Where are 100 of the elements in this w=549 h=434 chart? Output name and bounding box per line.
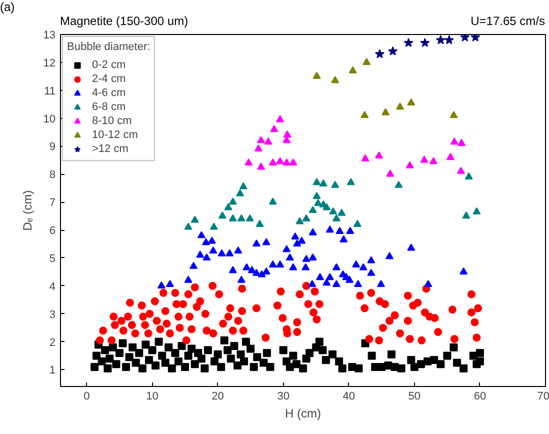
point bbox=[314, 198, 322, 206]
point bbox=[289, 263, 298, 270]
point bbox=[396, 102, 404, 110]
point bbox=[257, 162, 266, 170]
x-tick-label: 50 bbox=[408, 390, 421, 402]
point bbox=[444, 35, 454, 44]
point bbox=[458, 138, 466, 146]
y-axis-title: Dₑ (cm) bbox=[20, 190, 34, 231]
point bbox=[262, 238, 270, 246]
y-tick-label: 7 bbox=[49, 197, 56, 210]
point bbox=[424, 280, 432, 288]
point bbox=[420, 156, 428, 163]
point bbox=[268, 260, 277, 268]
point bbox=[237, 276, 246, 283]
point bbox=[308, 280, 316, 288]
point bbox=[254, 144, 262, 152]
y-tick-label: 12 bbox=[43, 57, 56, 70]
point bbox=[354, 280, 362, 288]
point bbox=[367, 268, 376, 276]
point bbox=[331, 76, 340, 84]
point bbox=[196, 250, 204, 258]
y-tick-label: 6 bbox=[49, 225, 56, 238]
point bbox=[218, 212, 226, 219]
point bbox=[246, 214, 254, 222]
point bbox=[308, 253, 317, 261]
legend-label: 2-4 cm bbox=[92, 72, 126, 86]
point bbox=[218, 249, 226, 256]
point bbox=[386, 170, 394, 177]
point bbox=[197, 231, 206, 238]
point bbox=[472, 207, 481, 214]
point bbox=[252, 239, 260, 247]
point bbox=[450, 110, 458, 118]
point bbox=[375, 151, 384, 159]
x-tick-label: 30 bbox=[277, 390, 290, 402]
point bbox=[202, 238, 210, 246]
point bbox=[338, 208, 346, 216]
point bbox=[282, 158, 291, 166]
y-tick-label: 8 bbox=[49, 169, 56, 182]
chart-title: (a) bbox=[0, 0, 16, 14]
point bbox=[367, 256, 376, 264]
point bbox=[283, 130, 292, 138]
point bbox=[446, 152, 454, 160]
point bbox=[228, 266, 237, 274]
point bbox=[406, 161, 414, 168]
point bbox=[258, 270, 266, 278]
legend-label: 8-10 cm bbox=[92, 114, 132, 128]
point bbox=[460, 34, 470, 42]
point bbox=[226, 249, 234, 256]
point bbox=[464, 172, 473, 180]
point bbox=[329, 207, 338, 214]
x-tick-label: 60 bbox=[474, 390, 486, 402]
point bbox=[184, 276, 192, 283]
y-tick-label: 4 bbox=[49, 280, 56, 293]
point bbox=[470, 34, 480, 42]
point bbox=[242, 263, 251, 270]
point bbox=[394, 180, 403, 188]
point bbox=[276, 115, 284, 122]
point bbox=[190, 262, 198, 269]
point bbox=[436, 35, 446, 44]
point bbox=[224, 203, 232, 210]
point bbox=[308, 206, 317, 214]
point bbox=[312, 72, 321, 79]
point bbox=[362, 58, 371, 65]
legend-label: 10-12 cm bbox=[92, 128, 138, 142]
point bbox=[252, 268, 260, 276]
point bbox=[361, 154, 370, 162]
point bbox=[388, 46, 398, 56]
point bbox=[234, 246, 242, 254]
x-tick-label: 0 bbox=[84, 390, 90, 402]
point bbox=[316, 273, 324, 280]
point bbox=[319, 179, 328, 186]
point bbox=[326, 273, 334, 280]
point bbox=[166, 280, 174, 288]
point bbox=[348, 66, 357, 74]
point bbox=[291, 232, 300, 240]
point bbox=[336, 226, 344, 234]
text: U=17.65 cm/s bbox=[470, 14, 545, 28]
point bbox=[210, 222, 218, 230]
point bbox=[456, 166, 465, 174]
point bbox=[184, 222, 192, 230]
y-tick-label: 1 bbox=[49, 364, 56, 377]
legend-label: 6-8 cm bbox=[92, 100, 126, 114]
point bbox=[293, 239, 302, 247]
point bbox=[157, 281, 166, 288]
point bbox=[244, 158, 253, 166]
point bbox=[228, 214, 237, 222]
point bbox=[429, 157, 438, 164]
legend-label: 0-2 cm bbox=[92, 58, 126, 72]
point bbox=[228, 198, 237, 205]
x-tick-label: 40 bbox=[342, 390, 356, 402]
x-axis-title: H (cm) bbox=[285, 406, 322, 420]
point bbox=[332, 280, 340, 288]
x-tick-label: 70 bbox=[537, 390, 549, 402]
y-tick-label: 3 bbox=[49, 308, 56, 321]
y-tick-label: 10 bbox=[43, 113, 56, 126]
point bbox=[450, 138, 458, 145]
legend-title: Bubble diameter: bbox=[67, 41, 150, 53]
point bbox=[359, 263, 368, 270]
point bbox=[374, 49, 384, 58]
point bbox=[352, 260, 360, 268]
